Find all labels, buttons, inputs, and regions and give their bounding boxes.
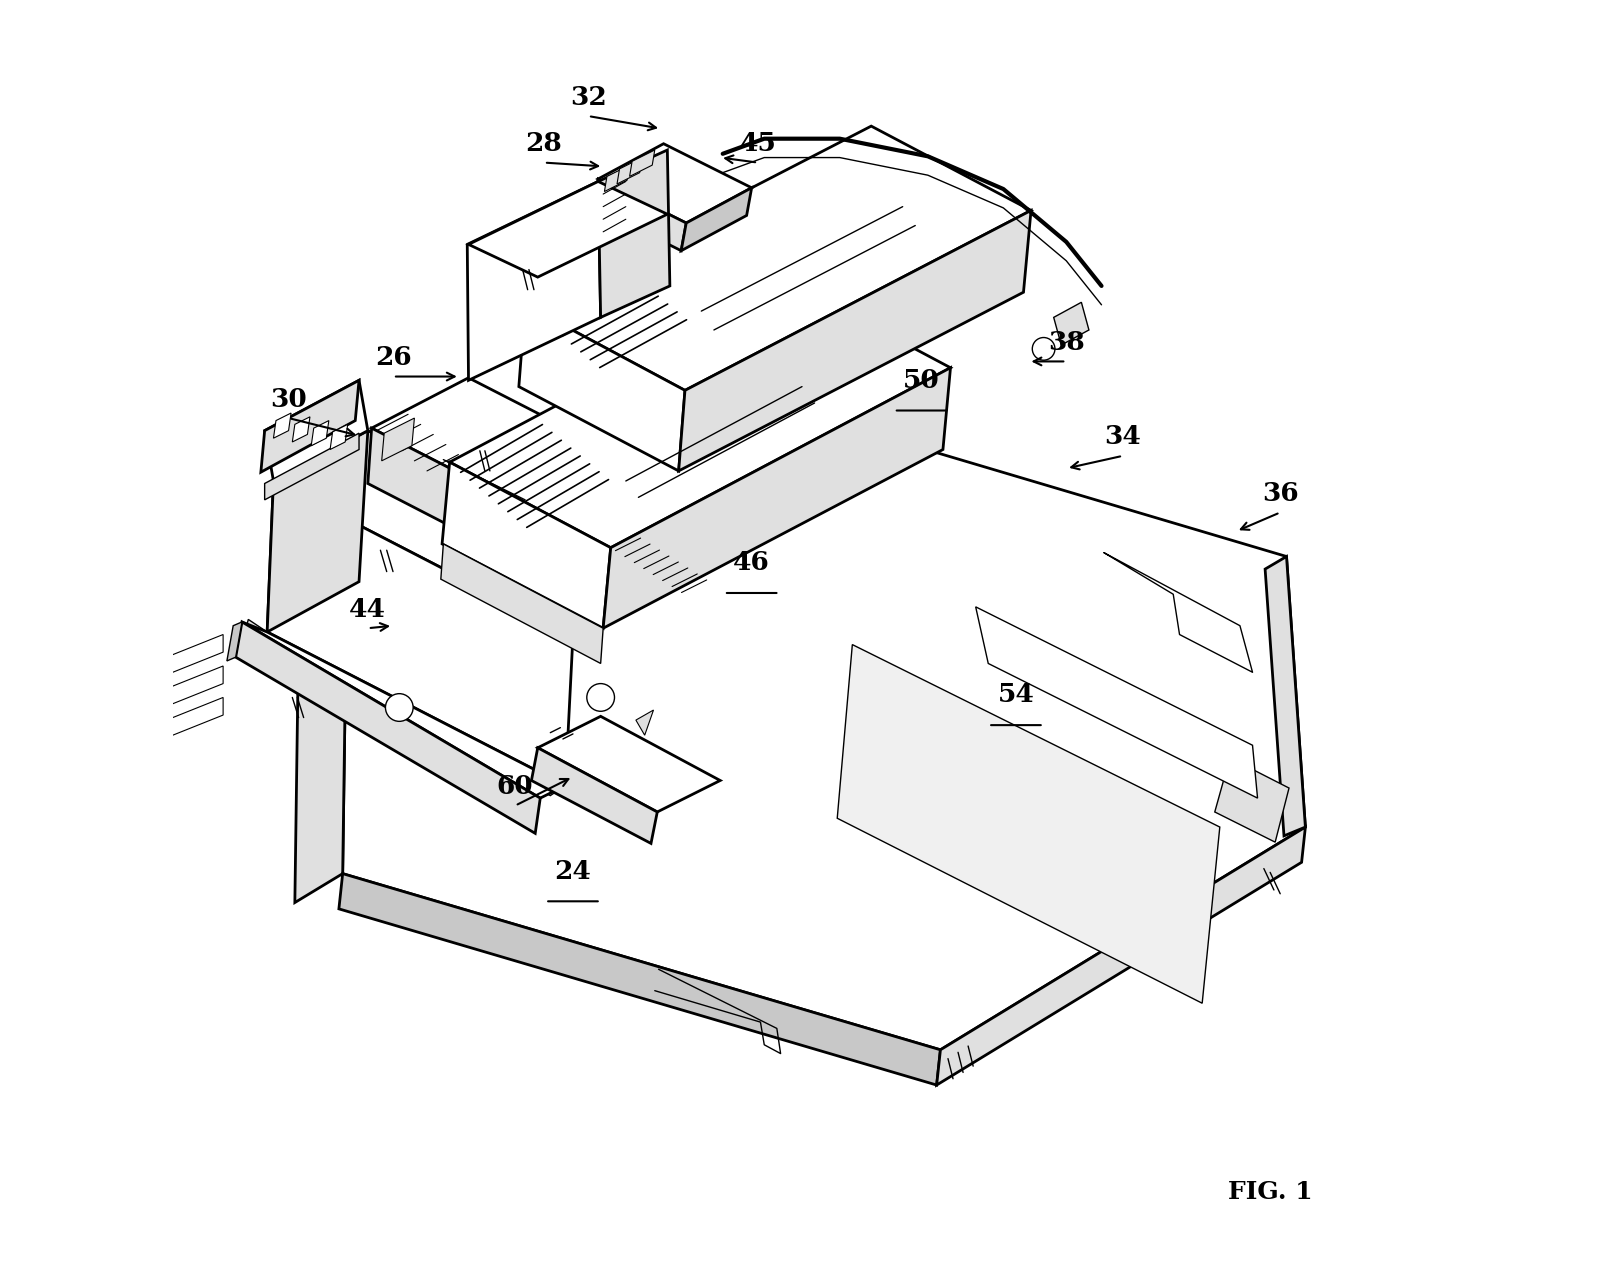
Polygon shape [226,622,242,661]
Text: 60: 60 [497,775,534,799]
Polygon shape [265,380,367,482]
Text: 28: 28 [526,131,563,157]
Text: 50: 50 [903,368,940,393]
Polygon shape [441,544,603,664]
Polygon shape [268,431,367,632]
Circle shape [385,694,414,722]
Polygon shape [635,710,653,736]
Text: 45: 45 [739,131,776,157]
Text: 36: 36 [1262,482,1299,506]
Polygon shape [311,421,329,446]
Polygon shape [837,645,1219,1004]
Polygon shape [468,182,667,277]
Text: 54: 54 [998,683,1035,708]
Polygon shape [167,666,223,707]
Polygon shape [603,368,951,628]
Polygon shape [265,434,359,499]
Polygon shape [382,418,414,461]
Polygon shape [367,428,573,585]
Polygon shape [937,827,1306,1085]
Text: 26: 26 [375,345,411,370]
Polygon shape [537,717,720,811]
Text: 24: 24 [555,858,592,884]
Text: 32: 32 [569,85,606,110]
Polygon shape [273,431,670,636]
Polygon shape [236,622,541,833]
Polygon shape [443,463,611,628]
Polygon shape [295,607,346,902]
Text: 38: 38 [1047,330,1084,355]
Polygon shape [167,635,223,675]
Polygon shape [330,425,348,450]
Polygon shape [372,378,670,531]
Polygon shape [598,144,752,222]
Polygon shape [678,210,1031,471]
Polygon shape [598,150,670,317]
Polygon shape [518,305,685,471]
Polygon shape [593,179,687,250]
Polygon shape [338,873,940,1085]
Text: FIG. 1: FIG. 1 [1227,1181,1312,1205]
Polygon shape [1214,758,1290,842]
Polygon shape [292,417,310,442]
Polygon shape [273,413,290,439]
Polygon shape [268,482,573,785]
Polygon shape [531,748,658,843]
Circle shape [1033,337,1055,360]
Polygon shape [167,698,223,738]
Polygon shape [449,282,951,547]
Polygon shape [261,380,359,473]
Circle shape [587,684,614,712]
Circle shape [531,662,558,690]
Polygon shape [245,619,566,795]
Polygon shape [682,188,752,250]
Polygon shape [630,150,654,177]
Polygon shape [566,482,670,585]
Polygon shape [618,158,642,185]
Polygon shape [1054,302,1089,345]
Polygon shape [343,383,1306,1050]
Polygon shape [975,607,1258,798]
Polygon shape [242,622,566,798]
Polygon shape [605,166,630,192]
Text: 34: 34 [1105,425,1142,450]
Polygon shape [525,126,1031,391]
Polygon shape [1266,556,1306,836]
Text: 44: 44 [350,597,387,622]
Text: 46: 46 [733,550,770,575]
Text: 30: 30 [269,387,306,412]
Polygon shape [467,182,600,380]
